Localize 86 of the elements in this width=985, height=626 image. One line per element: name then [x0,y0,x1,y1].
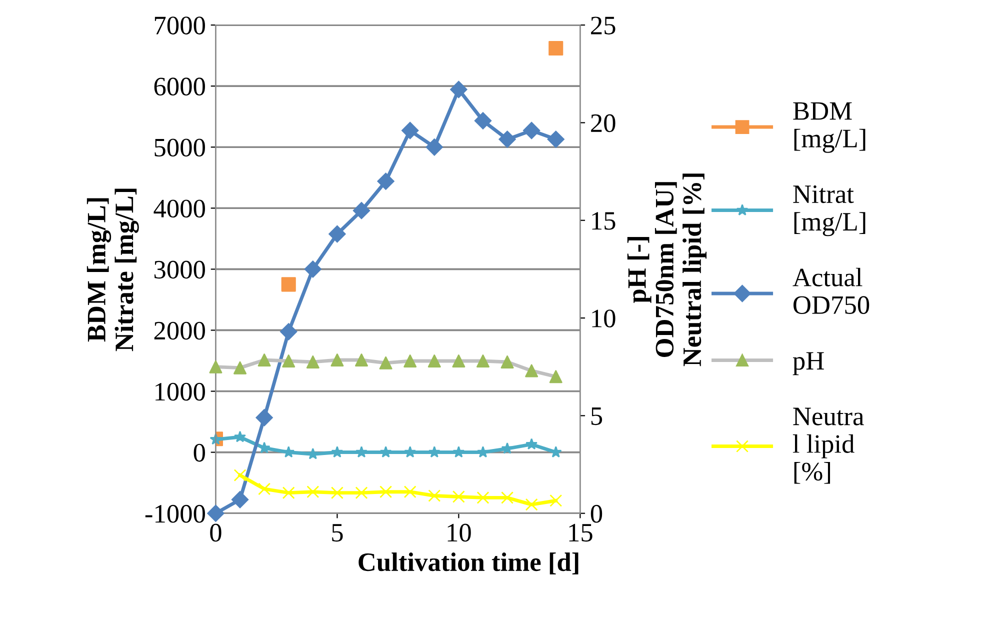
point [501,442,514,454]
point [258,442,270,454]
point [207,504,224,522]
point [426,138,443,156]
point [500,355,514,368]
point [380,446,392,458]
y-tick-label: 0 [194,444,205,462]
point [498,130,516,148]
point [549,370,562,384]
point [474,112,492,130]
point [258,482,271,496]
point [428,354,441,368]
legend-label: BDM [mg/L] [793,102,866,153]
y2-tick-label: 10 [592,310,616,328]
x-tick-label: 10 [448,524,471,542]
x-tick-label: 5 [332,524,343,542]
point [526,438,538,450]
point [380,486,392,498]
y-axis-title: BDM [mg/L] Nitrate [mg/L] [86,188,139,352]
point [354,353,368,367]
y-tick-label: 2000 [154,322,205,340]
legend-label: Nitrat [mg/L] [793,185,866,236]
point [450,80,468,98]
y-tick-label: 7000 [154,16,205,34]
point [404,486,416,498]
point [331,446,344,458]
y-tick-label: 4000 [154,200,205,218]
x-axis-title: Cultivation time [d] [358,552,578,574]
point [328,225,346,243]
point [280,323,298,340]
point [256,409,273,426]
point [476,491,490,504]
y2-tick-label: 25 [591,16,616,34]
y-tick-label: 5000 [154,138,205,157]
y2-axis-title: pH [-] OD750nm [AU] Neutral lipid [%] [627,174,707,366]
y2-tick-label: 15 [592,212,616,230]
point [377,172,394,190]
y-tick-label: 6000 [154,78,205,96]
y-tick-label: 3000 [154,260,205,279]
point [330,353,344,367]
point [330,486,344,500]
x-tick-label: 15 [569,524,592,542]
point [477,446,489,458]
legend-label: Neutra l lipid [%] [792,408,864,484]
point [452,490,465,503]
point [501,491,514,504]
legend-label: Actual OD750 [792,268,870,314]
point [402,122,419,140]
point [547,130,564,148]
point [281,277,296,292]
point [234,361,247,374]
point [234,430,246,442]
point [282,446,295,458]
point [548,40,564,56]
point [352,202,370,220]
legend-label: pH [792,352,824,376]
point [404,446,416,458]
point [404,354,417,368]
point [379,356,392,370]
point [258,353,271,367]
y2-tick-label: 20 [591,114,616,132]
y-tick-label: 1000 [156,382,205,401]
point [525,498,538,511]
point [282,354,296,368]
point [525,364,538,378]
x-tick-label: 0 [210,524,222,542]
point [428,446,440,458]
point [452,354,466,368]
point [476,354,490,368]
point [306,355,320,368]
point [306,448,319,460]
point [356,446,368,458]
point [452,446,465,458]
point [428,489,441,502]
point [209,360,222,374]
point [306,486,320,498]
y2-tick-label: 5 [591,408,602,426]
point [282,486,295,500]
point [550,494,562,507]
point [231,491,249,508]
point [523,122,540,140]
point [355,486,368,500]
point [304,260,322,278]
y-tick-label: -1000 [145,504,205,523]
y2-tick-label: 0 [590,504,602,523]
point [234,468,246,482]
